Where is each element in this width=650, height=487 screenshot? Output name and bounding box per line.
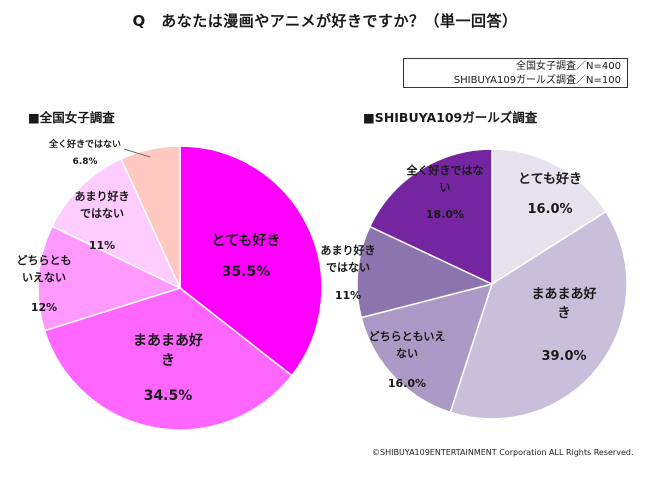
slice-value-national-2: 12% <box>31 301 57 314</box>
slice-label-national-0: とても好き <box>212 232 281 249</box>
slice-label-shibuya109-2: どちらともいえない <box>369 330 446 360</box>
slice-label-shibuya109-1: まあまあ好き <box>531 286 596 321</box>
leader-line-national-4 <box>123 148 151 158</box>
pie-slice-national-2 <box>37 225 183 332</box>
pie-slice-national-4 <box>120 145 181 289</box>
slice-value-national-0: 35.5% <box>222 264 271 280</box>
pie-slice-shibuya109-1 <box>449 210 628 420</box>
pie-slice-shibuya109-4 <box>368 148 493 286</box>
page-title: Q あなたは漫画やアニメが好きですか？（単一回答） <box>132 12 518 30</box>
slice-value-shibuya109-2: 16.0% <box>388 377 426 390</box>
pie-slice-shibuya109-2 <box>360 282 494 414</box>
pie-slice-shibuya109-0 <box>491 148 608 286</box>
slice-label-national-4: 全く好きではない <box>48 138 121 150</box>
slice-label-national-2: どちらともいえない <box>17 254 72 284</box>
pie-slice-national-1 <box>43 287 293 431</box>
slice-value-shibuya109-3: 11% <box>335 289 361 302</box>
slice-label-shibuya109-3: あまり好きではない <box>321 243 376 274</box>
pie-national: とても好き 35.5% まあまあ好き 34.5% どちらともいえない 12% あまり好きでは… <box>17 138 323 431</box>
slice-value-national-1: 34.5% <box>144 388 193 404</box>
slice-value-national-3: 11% <box>89 239 115 252</box>
slice-value-shibuya109-1: 39.0% <box>541 349 586 364</box>
chart-title-national: ■全国女子調査 <box>28 110 115 125</box>
slice-value-shibuya109-0: 16.0% <box>527 202 572 217</box>
slice-value-shibuya109-4: 18.0% <box>426 208 464 221</box>
slice-label-national-1: まあまあ好き <box>133 332 203 369</box>
pie-slice-national-0 <box>179 145 323 377</box>
chart-title-shibuya109: ■SHIBUYA109ガールズ調査 <box>363 110 538 125</box>
sample-note-national: 全国女子調査／N=400 <box>516 61 621 72</box>
slice-value-national-4: 6.8% <box>73 157 98 167</box>
sample-size-box: 全国女子調査／N=400 SHIBUYA109ガールズ調査／N=100 <box>403 58 628 88</box>
copyright-notice: ©SHIBUYA109ENTERTAINMENT Corporation ALL… <box>372 448 634 457</box>
pie-slice-shibuya109-3 <box>356 225 495 319</box>
slice-label-national-3: あまり好きではない <box>75 189 130 220</box>
slice-label-shibuya109-4: 全く好きではない <box>406 163 484 194</box>
sample-note-shibuya109: SHIBUYA109ガールズ調査／N=100 <box>453 75 621 86</box>
pie-shibuya109: とても好き 16.0% まあまあ好き 39.0% どちらともいえない 16.0% あまり好き… <box>321 148 628 420</box>
pie-slice-national-3 <box>51 157 182 290</box>
slice-label-shibuya109-0: とても好き <box>518 171 582 187</box>
